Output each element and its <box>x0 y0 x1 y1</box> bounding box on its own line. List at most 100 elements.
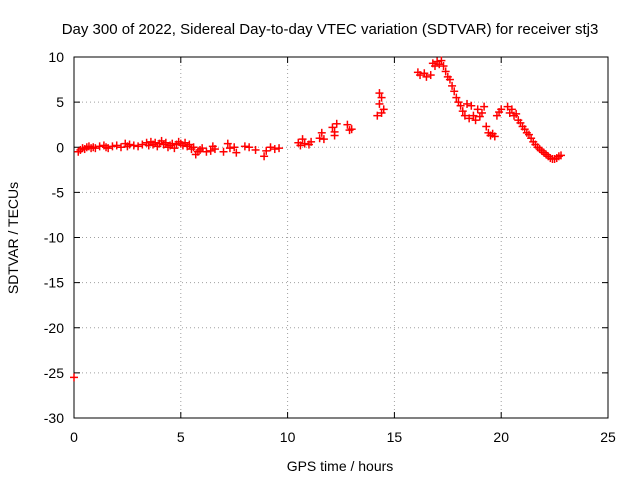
data-point <box>426 71 435 80</box>
data-point <box>116 143 125 152</box>
data-point <box>507 105 516 114</box>
data-point <box>185 140 194 149</box>
data-point <box>452 93 461 102</box>
y-tick-label: -20 <box>44 320 64 336</box>
data-point <box>465 114 474 123</box>
data-point <box>471 116 480 125</box>
data-point <box>230 143 239 152</box>
data-point <box>260 152 269 161</box>
grid <box>74 57 608 418</box>
data-point <box>375 89 384 98</box>
data-point <box>512 109 521 118</box>
data-point <box>330 131 339 140</box>
data-point <box>70 373 78 382</box>
y-tick-label: -15 <box>44 275 64 291</box>
data-point <box>343 120 352 129</box>
data-point <box>456 101 465 110</box>
y-tick-label: -10 <box>44 230 64 246</box>
data-point <box>445 75 454 84</box>
data-point <box>262 146 271 155</box>
data-point <box>317 128 326 137</box>
data-point <box>315 134 324 143</box>
data-point <box>422 72 431 81</box>
x-tick-label: 25 <box>600 429 616 445</box>
data-point <box>125 140 134 149</box>
data-point <box>108 142 117 151</box>
data-point <box>91 144 100 153</box>
data-point <box>202 147 211 156</box>
data-point <box>458 107 467 116</box>
data-point <box>497 105 506 114</box>
data-point <box>298 135 307 144</box>
data-point <box>300 139 309 148</box>
data-point <box>490 132 499 141</box>
data-point <box>307 137 316 146</box>
data-point <box>319 135 328 144</box>
data-point <box>437 56 446 65</box>
data-point <box>373 111 382 120</box>
data-point <box>266 143 275 152</box>
x-tick-label: 5 <box>177 429 185 445</box>
data-point <box>416 71 425 80</box>
data-point <box>168 139 177 148</box>
data-point <box>189 143 198 152</box>
data-point <box>469 111 478 120</box>
x-tick-label: 0 <box>70 429 78 445</box>
y-tick-label: -5 <box>52 184 65 200</box>
data-point <box>557 151 566 160</box>
data-point <box>206 146 215 155</box>
data-point <box>503 102 512 111</box>
data-point <box>275 144 284 153</box>
data-point <box>251 145 260 154</box>
data-point <box>377 108 386 117</box>
data-point <box>463 99 472 108</box>
x-axis-label: GPS time / hours <box>287 458 394 474</box>
data-point <box>138 140 147 149</box>
data-point <box>198 144 207 153</box>
data-point <box>129 141 138 150</box>
data-point <box>270 145 279 154</box>
chart-title: Day 300 of 2022, Sidereal Day-to-day VTE… <box>62 21 599 38</box>
data-point <box>347 125 356 134</box>
data-point <box>439 62 448 71</box>
data-point <box>112 141 121 150</box>
data-point <box>448 81 457 90</box>
y-tick-label: -30 <box>44 410 64 426</box>
y-tick-label: 0 <box>56 139 64 155</box>
x-tick-label: 20 <box>493 429 509 445</box>
data-point <box>430 62 439 71</box>
data-point <box>460 111 469 120</box>
data-point <box>450 87 459 96</box>
data-points <box>70 56 566 382</box>
y-tick-label: 10 <box>48 49 64 65</box>
data-point <box>225 144 234 153</box>
data-point <box>296 141 305 150</box>
data-point <box>467 101 476 110</box>
data-point <box>223 139 232 148</box>
x-tick-label: 15 <box>387 429 403 445</box>
data-point <box>245 143 254 152</box>
data-point <box>441 67 450 76</box>
data-point <box>240 142 249 151</box>
data-point <box>482 122 491 131</box>
data-point <box>219 147 228 156</box>
data-point <box>104 144 113 153</box>
y-axis-label: SDTVAR / TECUs <box>5 182 21 294</box>
data-point <box>328 123 337 132</box>
data-point <box>480 102 489 111</box>
x-tick-label: 10 <box>280 429 296 445</box>
data-point <box>161 138 170 147</box>
y-tick-label: 5 <box>56 94 64 110</box>
data-point <box>95 142 104 151</box>
data-point <box>210 145 219 154</box>
data-point <box>473 105 482 114</box>
axis-ticks: 0 5 10 15 20 25 -30 -25 -20 -15 -10 -5 0 5 10 <box>44 49 616 445</box>
data-point <box>332 119 341 128</box>
data-point <box>477 108 486 117</box>
data-point <box>377 93 386 102</box>
data-point <box>134 142 143 151</box>
data-point <box>375 99 384 108</box>
data-point <box>232 148 241 157</box>
y-tick-label: -25 <box>44 365 64 381</box>
